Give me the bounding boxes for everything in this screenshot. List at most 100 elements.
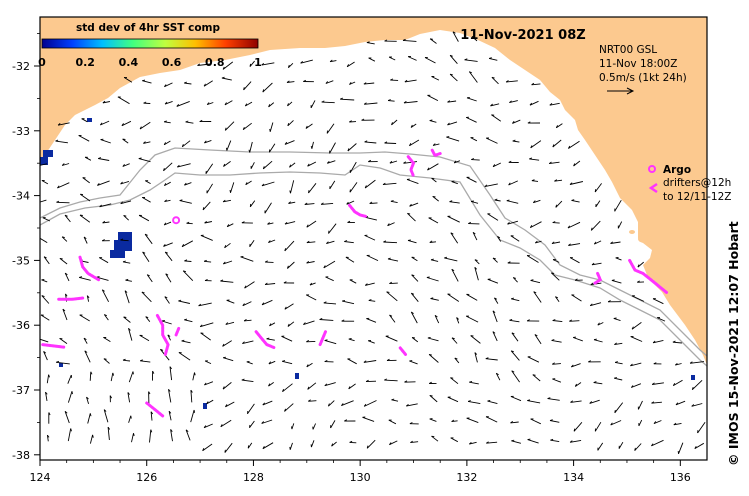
current-vector-head <box>341 403 344 406</box>
current-vector <box>346 61 355 68</box>
current-vector-head <box>287 103 289 107</box>
current-vector <box>510 350 520 361</box>
current-vector <box>268 382 274 387</box>
current-vector-head <box>427 167 430 171</box>
drifter-track <box>41 343 66 349</box>
current-vector-head <box>284 306 287 310</box>
current-vector-head <box>241 378 245 381</box>
current-vector <box>362 416 375 422</box>
current-vector <box>168 389 172 403</box>
current-vector-head <box>430 297 434 299</box>
current-vector <box>245 101 253 107</box>
current-vector-head <box>268 383 271 387</box>
current-vector-head <box>319 317 323 320</box>
current-vector-head <box>262 446 265 449</box>
current-vector <box>614 402 624 414</box>
current-vector-head <box>610 422 613 426</box>
current-vector-head <box>570 364 574 368</box>
current-vector-head <box>568 243 571 246</box>
current-vector <box>344 241 354 244</box>
current-vector <box>450 232 459 244</box>
current-vector-head <box>284 248 287 252</box>
current-vector <box>451 268 459 282</box>
current-vector-head <box>269 323 272 327</box>
current-vector <box>309 282 316 286</box>
current-vector <box>329 142 336 154</box>
current-vector <box>487 213 499 221</box>
current-vector <box>46 374 50 384</box>
current-vector <box>124 290 130 304</box>
current-vector-head <box>531 82 535 86</box>
current-vector <box>555 296 560 303</box>
current-vector <box>611 279 622 284</box>
current-vector <box>267 222 274 225</box>
current-vector <box>99 257 109 264</box>
current-vector <box>531 83 541 86</box>
current-vector-head <box>574 383 577 387</box>
current-vector <box>79 214 91 223</box>
current-vector-head <box>120 181 123 185</box>
current-vector <box>569 181 584 185</box>
current-vector <box>402 39 417 42</box>
current-vector-head <box>486 441 489 444</box>
current-vector-head <box>222 66 225 70</box>
current-vector-head <box>204 220 207 224</box>
current-vector <box>203 80 213 87</box>
current-vector-head <box>183 270 187 273</box>
y-tick-label: -32 <box>12 60 30 73</box>
current-vector <box>224 121 235 131</box>
current-vector-head <box>651 401 655 404</box>
current-vector <box>492 257 498 263</box>
current-vector-head <box>140 359 143 362</box>
current-vector <box>310 100 316 109</box>
current-vector <box>287 120 294 127</box>
drifter-legend-line2: to 12/11-12Z <box>663 191 731 203</box>
current-vector <box>268 102 275 108</box>
current-vector-head <box>37 338 40 339</box>
current-vector <box>347 358 357 365</box>
current-vector-head <box>203 83 206 87</box>
current-vector-head <box>446 136 450 138</box>
current-vector-head <box>451 268 455 272</box>
current-vector <box>101 289 109 303</box>
current-vector <box>206 399 214 405</box>
current-vector <box>411 337 419 343</box>
current-vector-head <box>225 404 228 408</box>
y-tick-label: -35 <box>12 254 30 267</box>
current-vector-head <box>429 240 433 243</box>
current-vector-head <box>190 389 193 393</box>
current-vector-head <box>407 212 411 215</box>
current-vector <box>142 251 150 262</box>
current-vector <box>41 279 48 283</box>
current-vector-head <box>427 336 431 339</box>
current-vector <box>84 156 92 161</box>
current-vector <box>430 298 439 301</box>
current-vector-head <box>506 199 510 202</box>
current-vector-head <box>289 190 291 194</box>
current-vector-head <box>202 447 205 451</box>
current-vector <box>511 332 519 342</box>
current-vector <box>651 439 664 447</box>
current-vector-head <box>242 127 245 130</box>
current-vector <box>67 374 72 384</box>
current-vector-head <box>569 319 573 322</box>
current-vector-head <box>614 410 616 413</box>
current-vector-head <box>206 102 210 105</box>
current-vector <box>506 200 519 204</box>
current-vector-head <box>222 261 226 265</box>
current-vector-head <box>513 277 517 279</box>
current-vector-head <box>267 222 270 225</box>
current-vector <box>128 371 134 383</box>
current-vector <box>163 242 173 247</box>
current-vector <box>552 222 560 224</box>
current-vector <box>407 239 417 244</box>
current-vector-head <box>342 299 346 302</box>
current-vector-head <box>243 87 245 91</box>
current-vector-head <box>262 402 266 406</box>
current-vector-head <box>323 301 327 304</box>
current-vector <box>346 200 355 205</box>
current-vector <box>345 256 355 263</box>
current-vector <box>103 314 109 321</box>
current-vector <box>269 122 274 132</box>
current-vector <box>139 334 150 342</box>
